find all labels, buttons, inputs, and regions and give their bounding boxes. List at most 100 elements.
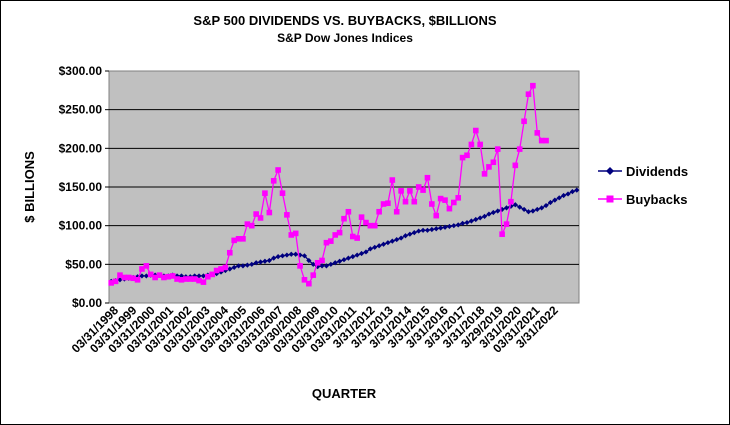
data-point xyxy=(345,208,352,215)
data-point xyxy=(174,276,180,282)
data-point xyxy=(389,238,395,244)
y-tick-label: $100.00 xyxy=(59,219,103,233)
data-point xyxy=(288,251,294,257)
data-point xyxy=(446,223,453,230)
data-point xyxy=(292,230,299,237)
data-point xyxy=(169,273,176,279)
data-point xyxy=(530,208,536,214)
data-point xyxy=(332,260,338,266)
data-point xyxy=(187,276,194,282)
data-point xyxy=(301,277,308,283)
data-point xyxy=(398,188,404,194)
chart-title: S&P 500 DIVIDENDS VS. BUYBACKS, $BILLION… xyxy=(193,13,497,28)
data-point xyxy=(345,255,351,261)
data-point xyxy=(209,271,216,278)
data-point xyxy=(139,273,145,279)
y-tick-label: $150.00 xyxy=(59,180,103,194)
data-point xyxy=(455,222,461,228)
data-point xyxy=(530,82,536,89)
data-point xyxy=(306,257,312,264)
data-point xyxy=(547,199,554,206)
data-point xyxy=(306,280,312,287)
data-point xyxy=(464,219,470,226)
data-point xyxy=(196,273,202,279)
data-point xyxy=(240,236,246,242)
y-tick-label: $0.00 xyxy=(72,296,102,310)
data-point xyxy=(152,274,158,281)
grid-lines xyxy=(109,109,579,265)
data-point xyxy=(117,272,123,278)
legend-dividends-label: Dividends xyxy=(626,164,688,179)
legend-dividends-marker xyxy=(606,167,614,175)
data-point xyxy=(349,233,356,240)
data-point xyxy=(499,231,505,237)
data-point xyxy=(262,258,268,264)
data-point xyxy=(376,208,382,215)
data-point xyxy=(490,209,496,216)
data-point xyxy=(525,209,532,215)
y-tick-labels: $0.00 $50.00 $100.00 $150.00 $200.00 $250.00 $… xyxy=(59,64,109,310)
data-point xyxy=(512,202,518,208)
y-tick-label: $250.00 xyxy=(59,103,103,117)
data-point xyxy=(192,273,198,279)
data-point xyxy=(363,249,369,255)
data-point xyxy=(486,164,492,170)
data-point xyxy=(143,273,149,279)
data-point xyxy=(534,206,540,213)
data-point xyxy=(367,246,373,252)
data-point xyxy=(380,241,387,247)
data-point xyxy=(438,225,444,231)
data-point xyxy=(446,205,453,212)
y-tick-label: $300.00 xyxy=(59,64,103,78)
chart-subtitle: S&P Dow Jones Indices xyxy=(277,31,413,45)
data-point xyxy=(284,252,290,258)
data-point xyxy=(231,237,237,244)
legend-item-buybacks: Buybacks xyxy=(598,192,687,207)
data-point xyxy=(222,264,229,271)
data-point xyxy=(486,211,492,217)
data-point xyxy=(420,187,426,193)
data-point xyxy=(556,195,562,201)
data-point xyxy=(279,253,286,259)
data-point xyxy=(248,222,255,229)
data-point xyxy=(543,202,549,209)
legend-buybacks-marker xyxy=(606,195,614,203)
data-point xyxy=(178,273,185,279)
data-point xyxy=(301,253,308,259)
data-point xyxy=(477,215,483,221)
data-point xyxy=(442,224,448,230)
data-point xyxy=(310,272,317,278)
data-point xyxy=(433,212,440,219)
data-point xyxy=(235,263,242,269)
legend-item-dividends: Dividends xyxy=(598,164,688,179)
data-point xyxy=(117,277,123,283)
data-point xyxy=(525,91,532,97)
data-point xyxy=(407,188,413,194)
data-point xyxy=(213,267,220,274)
data-point xyxy=(494,146,501,152)
data-point xyxy=(516,146,523,152)
data-point xyxy=(420,227,426,233)
data-point xyxy=(266,209,273,216)
data-point xyxy=(174,273,180,279)
data-point xyxy=(337,258,343,264)
data-point xyxy=(402,233,409,239)
data-point xyxy=(451,223,457,229)
x-tick-labels: 03/31/199803/31/199903/31/200003/31/2001… xyxy=(69,303,561,356)
legend: Dividends Buybacks xyxy=(598,164,688,207)
data-point xyxy=(227,266,233,272)
data-point xyxy=(517,204,523,210)
data-point xyxy=(125,274,132,281)
data-point xyxy=(323,263,330,269)
data-point xyxy=(503,221,510,227)
data-point xyxy=(244,262,250,268)
data-point xyxy=(459,220,466,226)
data-point xyxy=(218,269,224,275)
data-point xyxy=(358,250,365,257)
data-point xyxy=(200,279,207,285)
data-point xyxy=(385,200,391,207)
data-point xyxy=(424,174,431,181)
data-point xyxy=(143,263,150,269)
data-point xyxy=(437,195,444,202)
data-point xyxy=(341,257,347,263)
